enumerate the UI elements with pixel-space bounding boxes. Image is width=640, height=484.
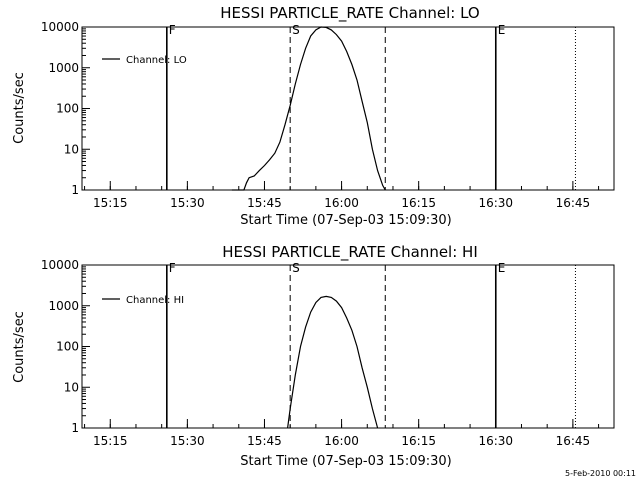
y-axis-hi: 1 10 100 1000 10000: [41, 258, 90, 435]
x-tick-label: 15:15: [93, 196, 128, 210]
x-tick-label: 16:15: [401, 196, 436, 210]
event-marker-label: E: [498, 23, 506, 37]
x-axis-label-hi: Start Time (07-Sep-03 15:09:30): [240, 454, 451, 469]
x-tick-label: 15:45: [247, 196, 282, 210]
x-tick-label: 16:30: [478, 196, 513, 210]
x-axis-label-lo: Start Time (07-Sep-03 15:09:30): [240, 213, 451, 228]
x-tick-label: 15:30: [170, 196, 205, 210]
y-tick-label: 10000: [41, 258, 79, 272]
series-line-lo: [231, 26, 386, 191]
x-tick-label: 15:45: [247, 434, 282, 448]
event-marker-label: F: [169, 261, 176, 275]
chart-title-lo: HESSI PARTICLE_RATE Channel: LO: [220, 4, 479, 23]
y-tick-label: 10: [64, 380, 79, 394]
series-line-hi: [287, 295, 379, 429]
y-tick-label: 100: [56, 102, 79, 116]
y-tick-label: 1: [71, 183, 79, 197]
event-marker-label: S: [292, 23, 300, 37]
y-axis-lo: 1 10 100 1000 10000: [41, 20, 90, 197]
legend-hi: Channel: HI: [102, 295, 184, 306]
x-tick-label: 15:15: [93, 434, 128, 448]
footer-timestamp: 5-Feb-2010 00:11: [565, 469, 636, 478]
x-tick-label: 15:30: [170, 434, 205, 448]
x-tick-label: 16:45: [556, 434, 591, 448]
chart-title-hi: HESSI PARTICLE_RATE Channel: HI: [222, 243, 478, 262]
plot-frame-lo: [81, 26, 615, 191]
chart-panel-hi: HESSI PARTICLE_RATE Channel: HI 1 10 100 10…: [12, 243, 615, 469]
y-tick-label: 100: [56, 340, 79, 354]
x-axis-lo: 15:15 15:30 15:45 16:00 16:15 16:30 16:45: [84, 181, 600, 210]
y-axis-label-hi: Counts/sec: [12, 311, 27, 383]
x-tick-label: 16:00: [324, 196, 359, 210]
y-tick-label: 1000: [48, 61, 79, 75]
y-axis-label-lo: Counts/sec: [12, 72, 27, 144]
x-tick-label: 16:30: [478, 434, 513, 448]
event-marker-label: S: [292, 261, 300, 275]
x-tick-label: 16:00: [324, 434, 359, 448]
x-tick-label: 16:15: [401, 434, 436, 448]
legend-label-hi: Channel: HI: [126, 295, 184, 306]
event-marker-label: E: [498, 261, 506, 275]
chart-panel-lo: HESSI PARTICLE_RATE Channel: LO 1 10 100 10…: [12, 4, 615, 228]
event-marker-label: F: [169, 23, 176, 37]
y-tick-label: 1: [71, 421, 79, 435]
y-tick-label: 10000: [41, 20, 79, 34]
x-axis-hi: 15:15 15:30 15:45 16:00 16:15 16:30 16:45: [84, 419, 600, 448]
legend-label-lo: Channel: LO: [126, 55, 187, 66]
legend-lo: Channel: LO: [102, 55, 187, 66]
y-tick-label: 10: [64, 142, 79, 156]
plot-frame-hi: [81, 264, 615, 429]
x-tick-label: 16:45: [556, 196, 591, 210]
y-tick-label: 1000: [48, 299, 79, 313]
